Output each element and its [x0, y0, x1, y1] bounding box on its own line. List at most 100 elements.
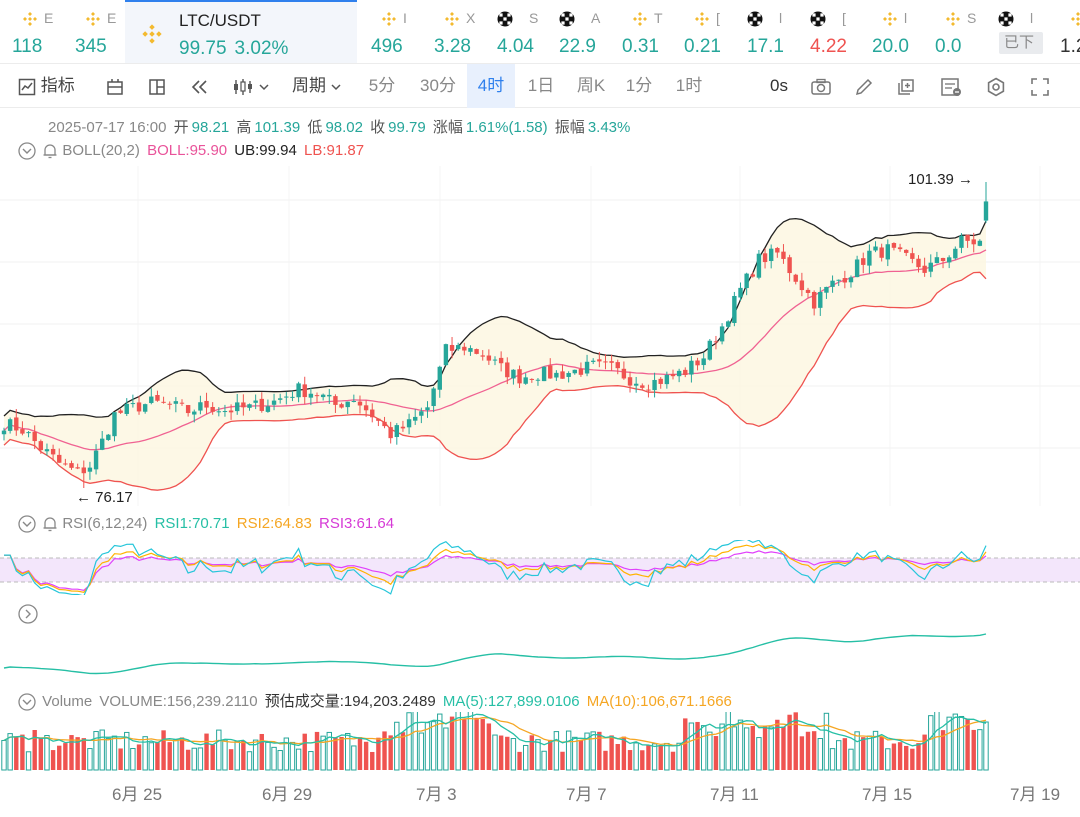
candle-body	[775, 247, 780, 253]
candle-body	[768, 248, 774, 262]
volume-bar	[480, 719, 485, 770]
draw-button[interactable]	[854, 64, 874, 108]
split-button[interactable]	[148, 64, 166, 108]
collapse-icon[interactable]	[18, 515, 38, 533]
layout-button[interactable]	[106, 64, 124, 108]
volume-bar	[584, 732, 590, 771]
period-tab[interactable]: 1分	[625, 76, 653, 95]
candle-body	[541, 366, 547, 382]
volume-bar	[651, 743, 658, 771]
volume-bar	[400, 732, 406, 770]
volume-bar	[376, 737, 381, 770]
candle-body	[818, 292, 823, 308]
period-tab[interactable]: 1日	[527, 76, 555, 95]
ticker-price: 4.22	[810, 36, 847, 57]
screenshot-button[interactable]	[810, 64, 832, 108]
volume-bar	[700, 725, 707, 771]
volume-bar	[603, 750, 608, 770]
volume-bar	[590, 731, 596, 771]
candle-body	[93, 450, 99, 470]
ticker-item[interactable]: S 4.04	[485, 0, 547, 64]
candle-body	[167, 403, 172, 405]
ticker-item[interactable]: [0.21	[672, 0, 734, 64]
candle-body	[971, 239, 976, 245]
time-axis-label: 6月 25	[112, 785, 163, 804]
collapse-icon[interactable]	[18, 142, 38, 160]
chart-type-button[interactable]	[232, 64, 269, 108]
candle-body	[897, 247, 903, 250]
change-label: 涨幅	[432, 119, 463, 136]
rsi-chart[interactable]	[0, 540, 1080, 595]
period-tab[interactable]: 5分	[368, 76, 396, 95]
ticker-item[interactable]: I 496	[359, 0, 421, 64]
settings-button[interactable]	[986, 64, 1006, 108]
binance-icon	[382, 12, 396, 26]
candle-body	[879, 247, 884, 258]
ticker-item[interactable]: S 0.0	[923, 0, 985, 64]
period-tab[interactable]: 30分	[420, 76, 456, 95]
template-button[interactable]	[940, 64, 962, 108]
candle-body	[836, 279, 841, 281]
volume-bar	[406, 712, 412, 771]
candle-body	[566, 372, 571, 377]
low-label: 低	[307, 119, 323, 136]
ticker-item[interactable]: A 22.9	[547, 0, 609, 64]
collapse-icon[interactable]	[18, 693, 38, 711]
volume-bar	[695, 721, 700, 770]
ticker-item[interactable]: l 20.0	[860, 0, 922, 64]
bell-icon[interactable]	[42, 515, 58, 533]
volume-bar	[658, 745, 663, 770]
volume-bar	[246, 751, 253, 771]
candle-body	[388, 427, 393, 439]
volume-bar	[560, 751, 565, 770]
candle-body	[959, 235, 964, 248]
ticker-item[interactable]: T 0.31	[610, 0, 672, 64]
ticker-item[interactable]: X 3.28	[422, 0, 484, 64]
candle-body	[701, 358, 706, 366]
add-window-button[interactable]	[896, 64, 916, 108]
ticker-name: [	[716, 10, 720, 26]
candle-body	[615, 362, 620, 369]
indicator-button[interactable]: 指标	[18, 64, 75, 108]
expand-icon[interactable]	[18, 604, 38, 624]
replay-button[interactable]	[190, 64, 210, 108]
candle-body	[750, 274, 755, 277]
candle-body	[523, 377, 528, 384]
ticker-item[interactable]: 1.2	[1048, 0, 1080, 64]
volume-bar	[167, 742, 172, 770]
ticker-item[interactable]: l 17.1	[735, 0, 797, 64]
candle-body	[916, 258, 921, 268]
volume-bar	[609, 735, 614, 770]
period-tab[interactable]: 周K	[576, 76, 606, 95]
bell-icon[interactable]	[42, 142, 58, 160]
ticker-item[interactable]: E 345	[63, 0, 125, 64]
candle-body	[726, 321, 731, 327]
volume-bar	[197, 747, 204, 771]
period-dropdown[interactable]: 周期	[292, 64, 341, 108]
period-label: 周期	[292, 76, 326, 95]
volume-bar	[940, 730, 946, 770]
ticker-name: X	[466, 10, 476, 26]
indicator-line-chart[interactable]	[0, 600, 1080, 685]
volume-chart[interactable]	[0, 712, 1080, 772]
candle-body	[793, 274, 798, 282]
ticker-item[interactable]: l	[986, 0, 1048, 64]
ticker-price: 345	[75, 36, 107, 57]
candle-body	[259, 398, 264, 411]
ticker-item-active[interactable]: LTC/USDT 99.75 3.02%	[125, 0, 357, 63]
high-label: 高	[236, 119, 252, 136]
binance-icon	[946, 12, 960, 26]
ticker-item[interactable]: E 118	[0, 0, 62, 64]
volume-bar	[234, 740, 240, 771]
fullscreen-button[interactable]	[1030, 64, 1050, 108]
volume-bar	[25, 751, 32, 771]
volume-bar	[50, 750, 56, 770]
candle-body	[320, 394, 326, 398]
volume-bar	[646, 745, 651, 770]
period-tab[interactable]: 1时	[675, 76, 703, 95]
ticker-item[interactable]: [4.22	[798, 0, 860, 64]
period-tab[interactable]: 4时	[467, 64, 515, 108]
candlestick-chart[interactable]: 101.39 → ← 76.17	[0, 166, 1080, 506]
volume-bar	[934, 712, 940, 771]
volume-bar	[155, 741, 160, 770]
